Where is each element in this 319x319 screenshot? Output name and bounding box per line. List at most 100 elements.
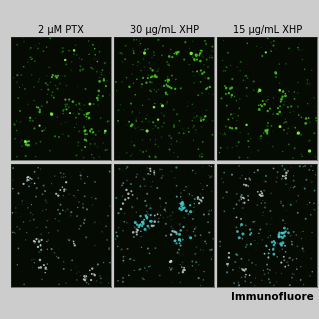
Point xyxy=(180,270,185,275)
Point xyxy=(81,277,86,282)
Point xyxy=(146,97,152,102)
Point xyxy=(156,219,161,224)
Point xyxy=(276,232,281,237)
Point xyxy=(11,200,16,205)
Point xyxy=(194,51,199,56)
Point xyxy=(122,57,128,62)
Point xyxy=(45,218,50,223)
Point xyxy=(159,135,164,140)
Point xyxy=(56,207,61,212)
Point xyxy=(95,95,100,100)
Point xyxy=(148,263,153,269)
Point xyxy=(174,230,179,235)
Point xyxy=(246,193,251,198)
Point xyxy=(186,234,191,239)
Point xyxy=(178,140,183,145)
Point xyxy=(99,70,104,75)
Point xyxy=(25,143,30,148)
Point xyxy=(35,46,41,51)
Point xyxy=(218,145,223,150)
Point xyxy=(279,271,284,276)
Point xyxy=(198,247,203,252)
Point xyxy=(169,73,174,78)
Point xyxy=(29,257,34,263)
Point xyxy=(78,273,83,278)
Point xyxy=(277,88,282,93)
Point xyxy=(38,232,43,237)
Point xyxy=(38,265,43,270)
Point xyxy=(135,222,140,227)
Point xyxy=(282,167,287,172)
Point xyxy=(48,36,53,41)
Point xyxy=(240,236,245,241)
Point xyxy=(271,252,277,257)
Point xyxy=(34,105,39,110)
Point xyxy=(226,91,231,96)
Point xyxy=(57,81,63,86)
Point xyxy=(306,115,311,121)
Point xyxy=(74,153,79,158)
Point xyxy=(172,229,177,234)
Point xyxy=(132,37,137,42)
Point xyxy=(23,237,28,242)
Point xyxy=(185,228,190,233)
Point xyxy=(267,247,272,252)
Point xyxy=(190,263,195,268)
Point xyxy=(208,175,213,180)
Point xyxy=(168,260,173,265)
Point xyxy=(268,209,273,214)
Point xyxy=(198,283,203,288)
Point xyxy=(195,195,200,200)
Point xyxy=(45,100,50,105)
Point xyxy=(92,273,97,278)
Point xyxy=(231,111,236,116)
Point xyxy=(85,207,90,212)
Point xyxy=(34,141,39,146)
Point xyxy=(301,249,306,254)
Point xyxy=(239,197,244,202)
Point xyxy=(118,206,123,211)
Point xyxy=(29,57,34,62)
Point xyxy=(94,278,99,284)
Point xyxy=(135,228,140,233)
Point xyxy=(279,260,284,265)
Point xyxy=(95,98,100,103)
Point xyxy=(133,92,138,97)
Point xyxy=(61,175,66,180)
Point xyxy=(261,268,266,273)
Point xyxy=(259,45,264,50)
Point xyxy=(275,254,280,259)
Point xyxy=(153,123,158,129)
Point xyxy=(19,144,25,149)
Point xyxy=(84,138,89,144)
Point xyxy=(82,274,87,279)
Point xyxy=(107,247,112,252)
Point xyxy=(66,48,71,53)
Point xyxy=(241,195,246,200)
Point xyxy=(207,55,212,60)
Point xyxy=(147,60,152,65)
Point xyxy=(156,37,161,42)
Point xyxy=(270,129,275,134)
Point xyxy=(295,104,300,109)
Point xyxy=(28,55,33,60)
Point xyxy=(124,75,129,80)
Point xyxy=(295,45,300,50)
Point xyxy=(234,215,239,220)
Point xyxy=(228,86,233,91)
Point xyxy=(145,166,150,171)
Point xyxy=(149,184,154,189)
Point xyxy=(29,176,34,182)
Point xyxy=(163,91,168,96)
Point xyxy=(206,211,211,217)
Point xyxy=(143,183,148,189)
Point xyxy=(113,79,118,85)
Point xyxy=(234,202,239,207)
Point xyxy=(17,85,22,90)
Point xyxy=(191,125,196,130)
Point xyxy=(63,97,68,102)
Point xyxy=(151,50,156,55)
Point xyxy=(263,128,268,133)
Point xyxy=(38,167,43,172)
Point xyxy=(186,211,191,217)
